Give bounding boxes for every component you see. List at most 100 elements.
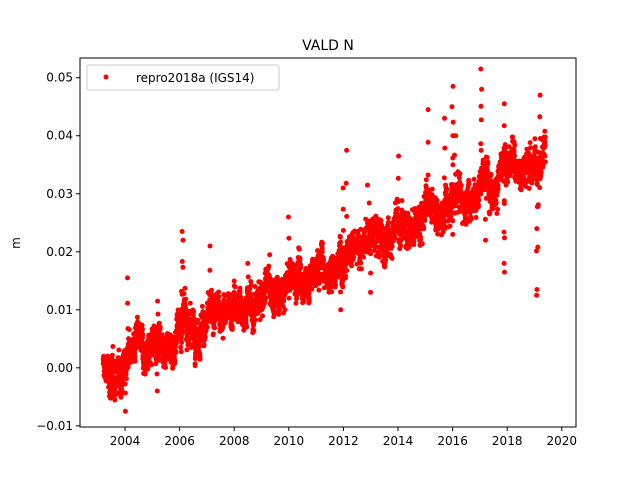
data-point-outlier <box>125 275 130 281</box>
data-point <box>532 144 538 150</box>
data-point-outlier <box>502 269 507 275</box>
data-point <box>383 253 389 259</box>
data-point-outlier <box>395 175 401 181</box>
data-point-outlier <box>425 107 431 113</box>
data-point-outlier <box>318 251 324 257</box>
data-point <box>179 340 185 345</box>
data-point-outlier <box>340 228 346 233</box>
data-point-outlier <box>501 229 507 235</box>
data-point <box>109 352 115 358</box>
data-point <box>139 326 145 332</box>
data-point <box>202 334 208 340</box>
data-point-outlier <box>450 231 456 237</box>
data-point <box>351 254 357 260</box>
data-point-outlier <box>267 275 273 280</box>
data-point <box>340 279 345 284</box>
data-point-outlier <box>534 292 540 298</box>
data-point <box>343 273 349 279</box>
data-point <box>344 268 350 273</box>
data-point <box>488 171 494 177</box>
data-point <box>518 187 524 193</box>
data-point <box>209 287 214 293</box>
x-tick-label: 2020 <box>547 434 578 448</box>
data-point-outlier <box>121 372 127 378</box>
data-point <box>145 366 151 372</box>
data-point-outlier <box>267 252 273 258</box>
data-point <box>134 314 140 320</box>
y-tick-label: 0.04 <box>46 129 73 143</box>
data-point <box>542 143 548 149</box>
data-point <box>448 214 454 220</box>
data-point <box>523 178 529 183</box>
data-point-outlier <box>479 178 485 184</box>
data-point <box>140 340 145 345</box>
data-point-outlier <box>368 270 374 276</box>
data-point <box>542 128 548 134</box>
data-point-outlier <box>155 311 161 317</box>
data-point <box>510 134 516 140</box>
data-point <box>526 185 532 191</box>
data-point <box>542 153 548 159</box>
data-point <box>349 263 354 269</box>
data-point <box>389 255 395 261</box>
data-point <box>528 145 533 151</box>
data-point-outlier <box>482 216 488 222</box>
data-point <box>210 331 216 337</box>
data-point <box>108 395 113 401</box>
data-point-outlier <box>245 260 251 266</box>
data-point-outlier <box>450 83 456 89</box>
data-point <box>180 330 186 335</box>
data-point <box>231 278 237 284</box>
data-point <box>476 197 482 203</box>
data-point-outlier <box>122 408 128 414</box>
data-point <box>252 317 258 323</box>
legend: repro2018a (IGS14) <box>86 64 280 91</box>
data-point-outlier <box>155 298 161 304</box>
data-point <box>361 254 366 260</box>
data-point <box>423 177 429 183</box>
data-point <box>376 249 382 255</box>
data-point <box>542 159 548 165</box>
data-point <box>328 284 334 290</box>
data-point-outlier <box>207 316 213 322</box>
data-point <box>447 223 453 229</box>
data-point <box>116 347 122 353</box>
data-point <box>123 376 129 382</box>
data-point <box>229 324 235 330</box>
data-point-outlier <box>502 166 508 172</box>
data-point-outlier <box>395 198 401 203</box>
data-point-outlier <box>154 354 160 360</box>
data-point <box>142 371 148 377</box>
data-point <box>156 320 162 326</box>
data-point <box>197 353 203 359</box>
data-point-outlier <box>179 291 185 297</box>
data-point-outlier <box>319 256 325 262</box>
data-point <box>422 217 428 223</box>
data-point-outlier <box>366 236 372 242</box>
data-point <box>389 243 395 249</box>
x-axis-ticks: 2004 2006 2008 2010 2012 2014 2016 2018 2020 <box>110 427 577 448</box>
x-tick-label: 2016 <box>437 434 468 448</box>
data-point <box>132 358 138 364</box>
data-point <box>329 289 335 295</box>
data-point-outlier <box>245 274 251 280</box>
data-point <box>252 284 258 289</box>
data-point <box>152 328 158 333</box>
legend-marker <box>103 74 109 80</box>
data-point-outlier <box>344 147 350 153</box>
data-point <box>456 175 462 181</box>
data-point <box>182 285 188 291</box>
data-point-outlier <box>286 278 291 284</box>
data-point <box>338 239 344 245</box>
data-point-outlier <box>502 145 508 150</box>
data-point-outlier <box>266 263 272 269</box>
data-point <box>173 350 179 356</box>
data-point <box>392 228 398 234</box>
data-point-outlier <box>207 267 213 273</box>
data-point-outlier <box>154 371 160 377</box>
data-point-outlier <box>534 182 540 187</box>
data-point-outlier <box>338 289 343 295</box>
data-point <box>183 296 189 302</box>
data-point-outlier <box>125 326 131 332</box>
